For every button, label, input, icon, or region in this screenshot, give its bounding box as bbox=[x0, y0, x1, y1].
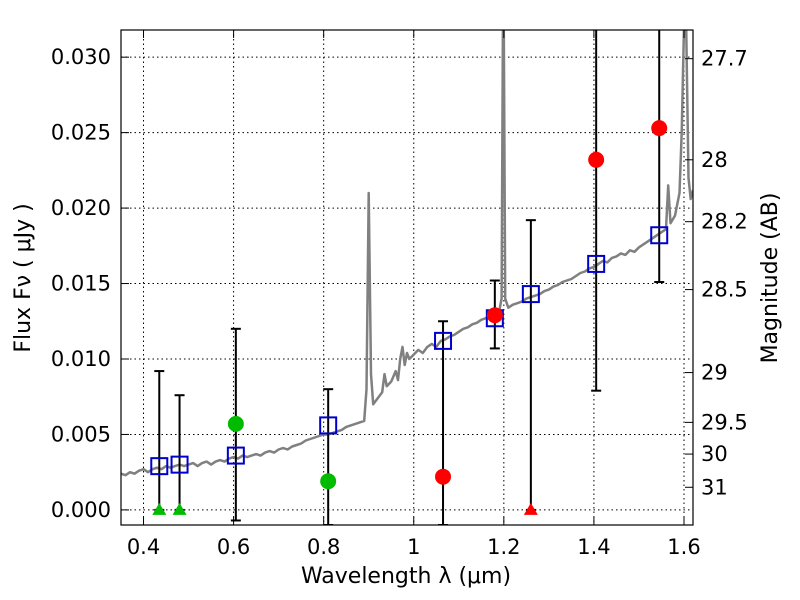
spectrum-layer bbox=[121, 30, 693, 477]
right-tick-label: 28.5 bbox=[701, 278, 748, 302]
model-photometry-square bbox=[226, 446, 245, 465]
x-tick-label: 1.2 bbox=[487, 535, 520, 559]
template-spectrum-line bbox=[121, 30, 693, 477]
y-tick-label: 0.020 bbox=[51, 196, 111, 220]
observed-upper-limit-triangle bbox=[523, 502, 538, 515]
y-tick-label: 0.005 bbox=[51, 422, 111, 446]
axis-ticks: 0.4 0.6 0.8 1 1.2 1.4 1.6 0.000 0.005 0.010 0.015 0… bbox=[51, 30, 748, 559]
y-tick-label: 0.000 bbox=[51, 498, 111, 522]
y-tick-label: 0.030 bbox=[51, 45, 111, 69]
right-tick-label: 28.2 bbox=[701, 210, 748, 234]
right-tick-label: 29 bbox=[701, 361, 728, 385]
model-photometry-square bbox=[150, 457, 169, 476]
model-photometry-square bbox=[170, 455, 189, 474]
observed-flux-point bbox=[651, 120, 668, 137]
y-tick-label: 0.010 bbox=[51, 347, 111, 371]
x-tick-label: 0.4 bbox=[127, 535, 160, 559]
y-tick-label: 0.025 bbox=[51, 121, 111, 145]
observed-flux-point bbox=[320, 473, 337, 490]
model-photometry-square bbox=[434, 331, 453, 350]
observed-flux-point bbox=[227, 415, 244, 432]
observed-flux-point bbox=[588, 151, 605, 168]
model-photometry-square bbox=[650, 226, 669, 245]
observed-flux-point bbox=[486, 307, 503, 324]
right-tick-label: 30 bbox=[701, 442, 728, 466]
model-photometry-square bbox=[521, 285, 540, 304]
grid-lines bbox=[121, 30, 693, 525]
x-tick-label: 1.4 bbox=[577, 535, 610, 559]
observed-upper-limit-triangle bbox=[172, 502, 187, 515]
x-tick-label: 1.6 bbox=[667, 535, 700, 559]
plot-frame bbox=[120, 29, 694, 526]
right-axis-label: Magnitude (AB) bbox=[758, 193, 783, 364]
right-tick-label: 28 bbox=[701, 148, 728, 172]
observed-upper-limit-triangle bbox=[152, 502, 167, 515]
data-markers bbox=[150, 120, 669, 515]
model-photometry-square bbox=[587, 254, 606, 273]
observed-flux-point bbox=[435, 468, 452, 485]
x-axis-label: Wavelength λ (μm) bbox=[301, 564, 511, 589]
x-tick-label: 1 bbox=[407, 535, 420, 559]
right-tick-label: 27.7 bbox=[701, 47, 748, 71]
right-tick-label: 29.5 bbox=[701, 410, 748, 434]
y-tick-label: 0.015 bbox=[51, 272, 111, 296]
x-tick-label: 0.6 bbox=[217, 535, 250, 559]
x-tick-label: 0.8 bbox=[307, 535, 340, 559]
right-tick-label: 31 bbox=[701, 475, 728, 499]
y-axis-label: Flux Fν ( μJy ) bbox=[11, 203, 36, 352]
model-photometry-square bbox=[319, 416, 338, 435]
